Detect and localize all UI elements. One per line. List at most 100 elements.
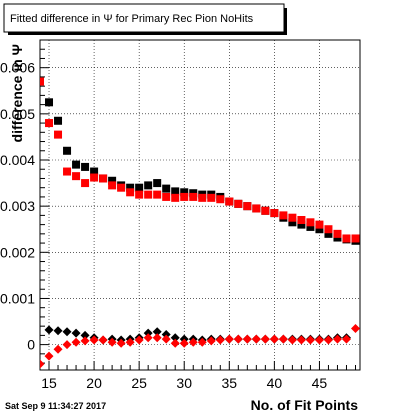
square-marker	[90, 167, 99, 176]
square-marker	[135, 190, 144, 199]
diamond-marker	[152, 333, 162, 343]
square-marker	[108, 181, 117, 190]
grid	[40, 40, 360, 370]
diamond-marker	[278, 334, 288, 344]
diamond-marker	[251, 334, 261, 344]
x-tick-label: 25	[131, 375, 147, 391]
x-tick-label: 15	[41, 375, 57, 391]
square-marker	[153, 179, 162, 188]
square-marker	[342, 234, 351, 243]
plot-frame	[39, 39, 361, 371]
square-marker	[54, 130, 63, 139]
square-marker	[198, 193, 207, 202]
square-marker	[297, 216, 306, 224]
square-marker	[45, 119, 54, 128]
diamond-marker	[170, 333, 180, 343]
square-marker	[126, 188, 135, 197]
chart-title: Fitted difference in Ψ for Primary Rec P…	[10, 13, 254, 25]
square-marker	[144, 190, 153, 199]
diamond-marker	[53, 326, 63, 336]
diamond-marker	[233, 334, 243, 344]
diamond-marker	[179, 338, 189, 348]
diamond-marker	[143, 333, 153, 343]
diamond-marker	[161, 329, 171, 339]
square-marker	[225, 197, 234, 206]
diamond-marker	[134, 335, 144, 345]
data-markers	[40, 77, 360, 369]
diamond-marker	[197, 337, 207, 347]
diamond-marker	[98, 335, 108, 345]
y-tick-label: 0.003	[0, 198, 35, 214]
diamond-marker	[116, 338, 126, 348]
square-marker	[315, 225, 324, 234]
square-marker	[315, 220, 324, 229]
square-marker	[81, 162, 90, 171]
square-marker	[333, 229, 342, 238]
axis-ticks	[39, 39, 356, 370]
square-marker	[90, 173, 99, 182]
square-marker	[117, 183, 126, 192]
diamond-marker	[350, 323, 360, 333]
diamond-marker	[287, 335, 297, 345]
y-axis-title: difference in Ψ	[9, 44, 25, 142]
diamond-marker	[269, 334, 279, 344]
square-marker	[261, 206, 270, 215]
diamond-marker	[152, 327, 162, 337]
square-marker	[306, 218, 315, 227]
diamond-marker	[71, 328, 81, 338]
diamond-marker	[341, 334, 351, 344]
diamond-marker	[161, 334, 171, 344]
x-axis-title: No. of Fit Points	[251, 397, 359, 413]
diamond-marker	[125, 337, 135, 347]
square-marker	[153, 190, 162, 199]
square-marker	[351, 234, 360, 243]
y-tick-label: 0.001	[0, 290, 35, 306]
square-marker	[171, 193, 180, 202]
diamond-marker	[44, 351, 54, 361]
square-marker	[216, 195, 225, 204]
square-marker	[81, 179, 90, 188]
chart-title-box: Fitted difference in Ψ for Primary Rec P…	[3, 3, 287, 35]
diamond-marker	[224, 334, 234, 344]
square-marker	[279, 211, 288, 220]
square-marker	[63, 146, 72, 155]
x-tick-label: 45	[312, 375, 328, 391]
diamond-marker	[323, 335, 333, 345]
diamond-marker	[260, 334, 270, 344]
square-marker	[63, 167, 72, 176]
x-tick-label: 40	[267, 375, 283, 391]
diamond-marker	[296, 335, 306, 345]
timestamp: Sat Sep 9 11:34:27 2017	[5, 401, 106, 411]
square-marker	[99, 174, 108, 183]
square-marker	[288, 213, 297, 222]
square-marker	[324, 225, 333, 234]
y-tick-label: 0.002	[0, 244, 35, 260]
x-tick-label: 30	[176, 375, 192, 391]
square-marker	[45, 98, 54, 107]
diamond-marker	[332, 334, 342, 344]
diamond-marker	[62, 327, 72, 337]
y-tick-label: 0.004	[0, 152, 35, 168]
square-marker	[180, 192, 189, 201]
y-tick-label: 0.005	[0, 106, 35, 122]
diamond-marker	[305, 335, 315, 345]
diamond-marker	[215, 335, 225, 345]
diamond-marker	[80, 330, 90, 340]
tick-labels: 15 20 25 30 35 40 45 0 0.001 0.002 0.003 0.004 0.005…	[0, 60, 327, 391]
diamond-marker	[44, 325, 54, 335]
square-marker	[207, 193, 216, 202]
square-marker	[324, 229, 333, 238]
diamond-marker	[80, 336, 90, 346]
diamond-marker	[40, 359, 45, 369]
square-marker	[189, 192, 198, 201]
square-marker	[180, 188, 189, 197]
diamond-marker	[143, 328, 153, 338]
square-marker	[135, 183, 144, 192]
square-marker	[270, 209, 279, 218]
square-marker	[72, 160, 81, 169]
diamond-marker	[242, 334, 252, 344]
square-marker	[126, 183, 135, 192]
diamond-marker	[62, 340, 72, 350]
square-marker	[162, 192, 171, 201]
